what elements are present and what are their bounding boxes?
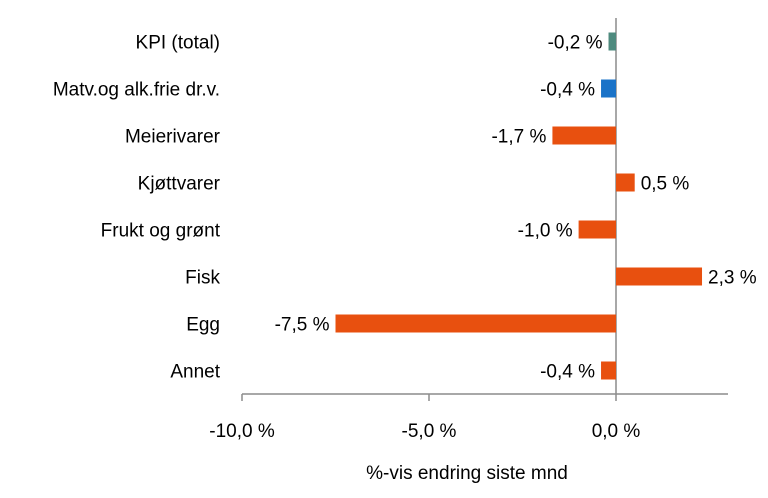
category-label: Egg <box>186 315 220 336</box>
bar <box>335 314 616 333</box>
bar <box>601 79 616 98</box>
value-label: -0,2 % <box>548 33 603 54</box>
category-label: Kjøttvarer <box>138 174 221 195</box>
category-label: Meierivarer <box>125 127 221 148</box>
x-axis-ticks <box>241 394 617 401</box>
plot-area: KPI (total) Matv.og alk.frie dr.v. Meieriv… <box>53 18 757 442</box>
category-label: Fisk <box>185 268 220 289</box>
value-label: 0,5 % <box>641 174 690 195</box>
x-tick-labels: -10,0 % -5,0 % 0,0 % <box>209 421 640 442</box>
bars <box>335 32 703 380</box>
category-label: Frukt og grønt <box>101 221 221 242</box>
category-labels: KPI (total) Matv.og alk.frie dr.v. Meieriv… <box>53 33 221 383</box>
value-label: -0,4 % <box>540 80 595 101</box>
x-tick-label: 0,0 % <box>592 421 641 442</box>
category-label: Annet <box>170 362 220 383</box>
x-tick-label: -10,0 % <box>209 421 275 442</box>
category-label: Matv.og alk.frie dr.v. <box>53 80 220 101</box>
bar <box>616 173 635 192</box>
bar <box>578 220 616 239</box>
value-label: -7,5 % <box>275 315 330 336</box>
value-label: -1,0 % <box>518 221 573 242</box>
x-axis-title: %-vis endring siste mnd <box>366 463 568 484</box>
value-label: -1,7 % <box>491 127 546 148</box>
value-label: 2,3 % <box>708 268 757 289</box>
bar <box>601 361 616 380</box>
value-labels: -0,2 % -0,4 % -1,7 % 0,5 % -1,0 % 2,3 % -7,5 %… <box>275 33 757 383</box>
value-label: -0,4 % <box>540 362 595 383</box>
bar <box>552 126 616 145</box>
x-tick-label: -5,0 % <box>402 421 457 442</box>
category-label: KPI (total) <box>136 33 220 54</box>
bar <box>616 267 703 286</box>
bar <box>608 32 616 51</box>
